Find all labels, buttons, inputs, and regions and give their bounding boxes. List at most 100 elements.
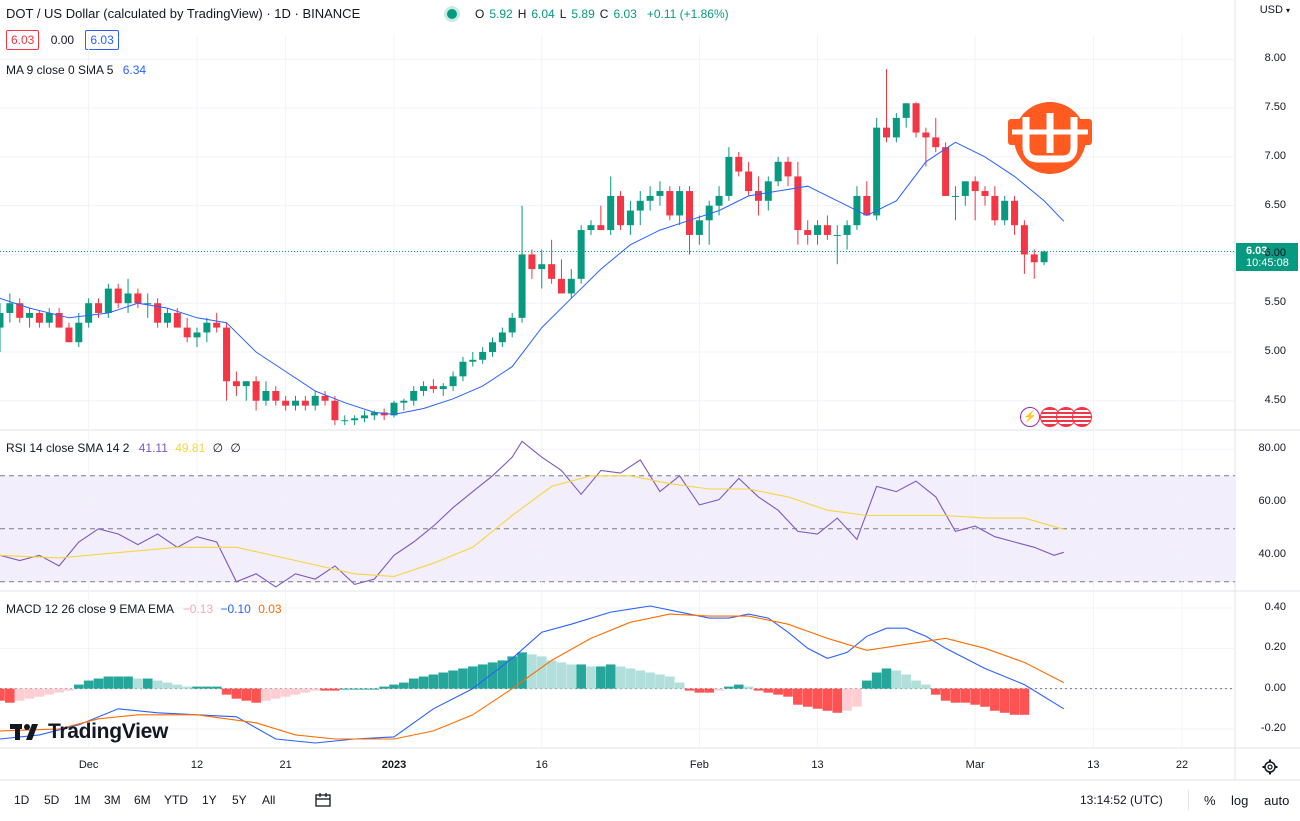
gear-icon[interactable] — [1262, 759, 1278, 775]
macd-histogram-bar[interactable] — [940, 688, 951, 701]
macd-histogram-bar[interactable] — [290, 688, 301, 695]
macd-histogram-bar[interactable] — [527, 654, 537, 689]
candle[interactable] — [213, 312, 221, 333]
symbol-title[interactable]: DOT / US Dollar (calculated by TradingVi… — [6, 6, 361, 21]
candle[interactable] — [548, 239, 556, 284]
candle[interactable] — [26, 308, 34, 328]
candle[interactable] — [489, 337, 496, 357]
macd-histogram-bar[interactable] — [34, 688, 45, 697]
candle[interactable] — [1020, 220, 1028, 274]
range-button-6m[interactable]: 6M — [134, 793, 151, 807]
macd-histogram-bar[interactable] — [763, 688, 774, 693]
macd-histogram-bar[interactable] — [487, 662, 498, 689]
range-button-all[interactable]: All — [262, 793, 276, 807]
candle[interactable] — [193, 327, 201, 348]
macd-histogram-bar[interactable] — [990, 688, 1000, 711]
macd-histogram-bar[interactable] — [5, 688, 15, 703]
macd-histogram-bar[interactable] — [586, 666, 596, 689]
macd-histogram-bar[interactable] — [615, 666, 626, 689]
macd-histogram-bar[interactable] — [665, 676, 675, 689]
candle[interactable] — [557, 259, 565, 294]
macd-histogram-bar[interactable] — [192, 686, 202, 689]
macd-histogram-bar[interactable] — [674, 682, 685, 689]
candle[interactable] — [75, 312, 83, 348]
candle[interactable] — [134, 288, 142, 309]
candle[interactable] — [449, 371, 457, 391]
candle[interactable] — [676, 186, 684, 226]
macd-histogram-bar[interactable] — [359, 688, 370, 690]
candle[interactable] — [695, 215, 703, 245]
macd-histogram-bar[interactable] — [930, 688, 941, 695]
candle[interactable] — [360, 410, 368, 423]
candle[interactable] — [1040, 250, 1048, 266]
candle[interactable] — [400, 398, 408, 411]
macd-series-signal[interactable] — [0, 613, 1065, 740]
macd-histogram-bar[interactable] — [83, 680, 94, 689]
candle[interactable] — [16, 298, 24, 323]
range-button-5d[interactable]: 5D — [44, 793, 60, 807]
macd-legend[interactable]: MACD 12 26 close 9 EMA EMA −0.13 −0.10 0… — [6, 602, 282, 616]
candle[interactable] — [272, 386, 280, 406]
candle[interactable] — [469, 351, 477, 367]
candle[interactable] — [479, 347, 487, 364]
macd-histogram-bar[interactable] — [458, 668, 468, 689]
bid-box[interactable]: 6.03 — [6, 30, 40, 50]
candle[interactable] — [1011, 195, 1019, 235]
macd-histogram-bar[interactable] — [743, 686, 754, 689]
macd-histogram-bar[interactable] — [93, 678, 104, 689]
candle[interactable] — [45, 308, 53, 328]
candle[interactable] — [538, 249, 546, 289]
range-button-ytd[interactable]: YTD — [164, 793, 188, 807]
lightning-icon[interactable]: ⚡ — [1020, 407, 1040, 427]
candle[interactable] — [617, 191, 625, 231]
macd-histogram-bar[interactable] — [596, 666, 606, 689]
ma-line[interactable] — [0, 141, 1065, 415]
macd-histogram-bar[interactable] — [133, 678, 143, 689]
candle[interactable] — [764, 176, 772, 211]
candle[interactable] — [262, 381, 270, 406]
macd-histogram-bar[interactable] — [901, 674, 911, 689]
candle[interactable] — [745, 161, 753, 196]
macd-histogram-bar[interactable] — [54, 688, 64, 693]
macd-histogram-bar[interactable] — [507, 656, 517, 689]
macd-histogram-bar[interactable] — [172, 684, 183, 689]
macd-histogram-bar[interactable] — [950, 688, 961, 703]
macd-histogram-bar[interactable] — [1009, 688, 1020, 715]
candle[interactable] — [1001, 195, 1009, 226]
candle[interactable] — [429, 379, 437, 393]
candle[interactable] — [725, 147, 733, 201]
candle[interactable] — [1030, 249, 1038, 279]
candle[interactable] — [666, 186, 674, 221]
macd-histogram-bar[interactable] — [162, 682, 173, 689]
candle[interactable] — [833, 225, 841, 265]
candle[interactable] — [892, 113, 900, 143]
macd-histogram-bar[interactable] — [310, 688, 320, 691]
macd-histogram-bar[interactable] — [24, 688, 35, 699]
macd-histogram-bar[interactable] — [261, 688, 271, 701]
us-flag-icon[interactable] — [1072, 407, 1092, 427]
macd-histogram-bar[interactable] — [783, 688, 793, 697]
macd-histogram-bar[interactable] — [320, 688, 330, 691]
macd-histogram-bar[interactable] — [832, 688, 843, 713]
macd-histogram-bar[interactable] — [871, 672, 882, 689]
macd-histogram-bar[interactable] — [300, 688, 311, 693]
macd-histogram-bar[interactable] — [221, 688, 232, 695]
candle[interactable] — [922, 127, 930, 167]
macd-histogram-bar[interactable] — [182, 686, 192, 689]
rsi-series-rsi[interactable] — [0, 440, 1064, 588]
macd-histogram-bar[interactable] — [625, 668, 636, 689]
macd-histogram-bar[interactable] — [704, 688, 714, 693]
candle[interactable] — [35, 311, 43, 328]
macd-histogram-bar[interactable] — [211, 686, 222, 689]
macd-histogram-bar[interactable] — [280, 688, 291, 697]
macd-histogram-bar[interactable] — [655, 674, 665, 689]
macd-histogram-bar[interactable] — [113, 676, 123, 689]
candle[interactable] — [656, 181, 664, 206]
macd-histogram-bar[interactable] — [911, 680, 921, 689]
candle[interactable] — [341, 415, 349, 426]
macd-histogram-bar[interactable] — [438, 672, 449, 689]
candle[interactable] — [597, 205, 605, 231]
candle[interactable] — [498, 327, 506, 348]
candle[interactable] — [823, 215, 831, 240]
